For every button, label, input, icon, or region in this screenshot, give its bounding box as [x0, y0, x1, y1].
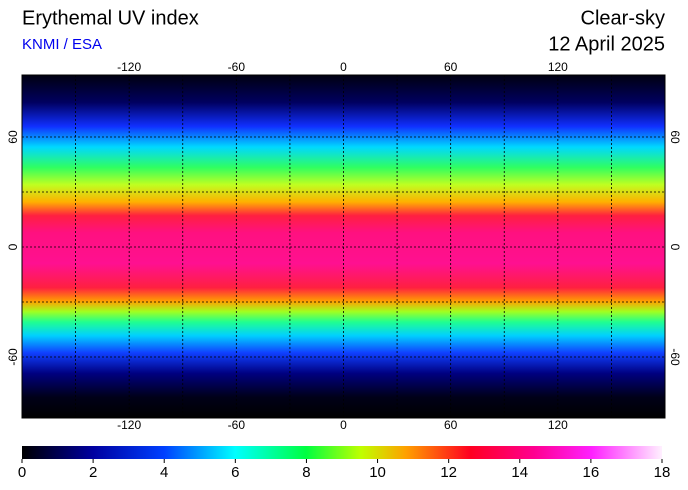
colorbar-label: 6 [231, 464, 239, 481]
x-tick-label: 0 [340, 60, 347, 74]
subtitle: KNMI / ESA [22, 36, 102, 53]
date: 12 April 2025 [548, 33, 665, 55]
y-tick-label: -60 [6, 348, 20, 366]
colorbar-label: 4 [160, 464, 168, 481]
y-tick-label: 60 [668, 130, 682, 144]
x-tick-label: 120 [548, 60, 568, 74]
colorbar-label: 12 [440, 464, 457, 481]
mode: Clear-sky [581, 7, 665, 29]
y-tick-label: 0 [6, 243, 20, 250]
x-tick-label: 0 [340, 418, 347, 432]
y-tick-label: -60 [668, 348, 682, 366]
y-tick-label: 60 [6, 130, 20, 144]
x-tick-label: -120 [117, 60, 141, 74]
map-frame [21, 74, 666, 419]
colorbar-label: 16 [583, 464, 600, 481]
uv-field [22, 75, 665, 418]
colorbar-label: 8 [302, 464, 310, 481]
y-tick-label: 0 [668, 244, 682, 251]
colorbar-label: 14 [511, 464, 528, 481]
x-tick-label: 120 [548, 418, 568, 432]
colorbar-label: 18 [654, 464, 671, 481]
x-tick-label: 60 [444, 60, 458, 74]
title: Erythemal UV index [22, 7, 199, 29]
x-tick-label: -120 [117, 418, 141, 432]
x-tick-label: 60 [444, 418, 458, 432]
x-tick-label: -60 [228, 60, 246, 74]
x-tick-label: -60 [228, 418, 246, 432]
colorbar-label: 10 [369, 464, 386, 481]
colorbar [22, 446, 662, 459]
colorbar-label: 0 [18, 464, 26, 481]
colorbar-label: 2 [89, 464, 97, 481]
